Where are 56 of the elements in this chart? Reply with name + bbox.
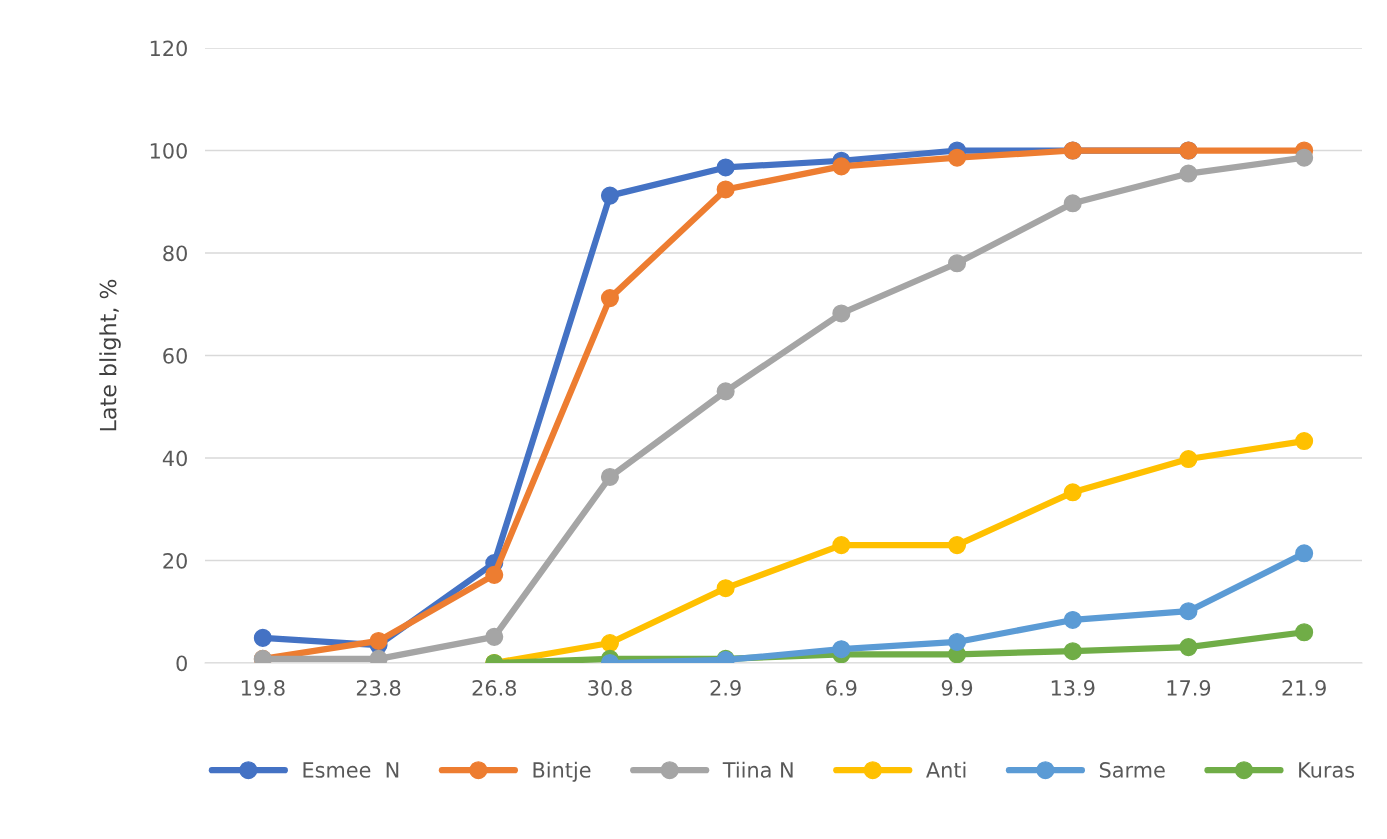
point <box>716 158 735 177</box>
point <box>716 579 735 598</box>
point <box>1063 194 1082 213</box>
x-tick-label: 30.8 <box>588 680 632 696</box>
point <box>1295 432 1314 451</box>
point <box>1179 164 1198 183</box>
point <box>1063 483 1082 502</box>
point <box>253 628 272 647</box>
point <box>948 632 967 652</box>
point <box>948 536 967 555</box>
x-tick-label: 26.8 <box>472 680 517 696</box>
legend-label: Anti <box>926 761 966 778</box>
point <box>1063 610 1082 629</box>
point <box>369 631 388 650</box>
point <box>832 304 851 323</box>
point <box>600 289 619 308</box>
point <box>1295 623 1314 642</box>
legend-label: Kuras <box>1299 762 1355 778</box>
point <box>1295 148 1314 167</box>
y-axis-title: Late blight, % <box>99 279 121 431</box>
y-tick-label: 80 <box>163 245 187 262</box>
y-tick-label: 40 <box>162 450 187 467</box>
y-tick-label: 0 <box>176 655 187 672</box>
y-tick-label: 60 <box>163 347 187 364</box>
legend-label: Sarme <box>1099 762 1165 778</box>
legend-label: Bintje <box>533 761 591 782</box>
point <box>832 157 851 176</box>
point <box>948 254 967 273</box>
y-tick-label: 20 <box>163 552 187 569</box>
point <box>600 467 619 486</box>
point <box>1063 642 1082 661</box>
x-tick-label: 23.8 <box>356 680 401 696</box>
point <box>716 180 735 199</box>
point <box>485 627 504 646</box>
x-tick-label: 2.9 <box>710 680 741 696</box>
x-tick-label: 6.9 <box>826 680 857 696</box>
point <box>832 640 851 659</box>
point <box>1179 602 1198 621</box>
point <box>600 633 619 653</box>
y-tick-label: 120 <box>150 40 187 57</box>
x-tick-label: 17.9 <box>1167 680 1211 696</box>
point <box>1295 544 1314 563</box>
point <box>716 382 735 401</box>
legend-label: Esmee N <box>303 762 399 778</box>
point <box>1179 638 1198 657</box>
x-tick-label: 21.9 <box>1282 680 1326 696</box>
x-tick-label: 19.8 <box>241 680 285 696</box>
point <box>485 565 504 584</box>
point <box>600 186 619 205</box>
x-tick-label: 13.9 <box>1051 680 1095 696</box>
point <box>832 536 851 555</box>
y-tick-label: 100 <box>150 142 187 159</box>
point <box>1179 449 1198 469</box>
point <box>948 148 967 167</box>
legend-label: Tiina N <box>722 761 793 778</box>
x-tick-label: 9.9 <box>941 680 973 696</box>
